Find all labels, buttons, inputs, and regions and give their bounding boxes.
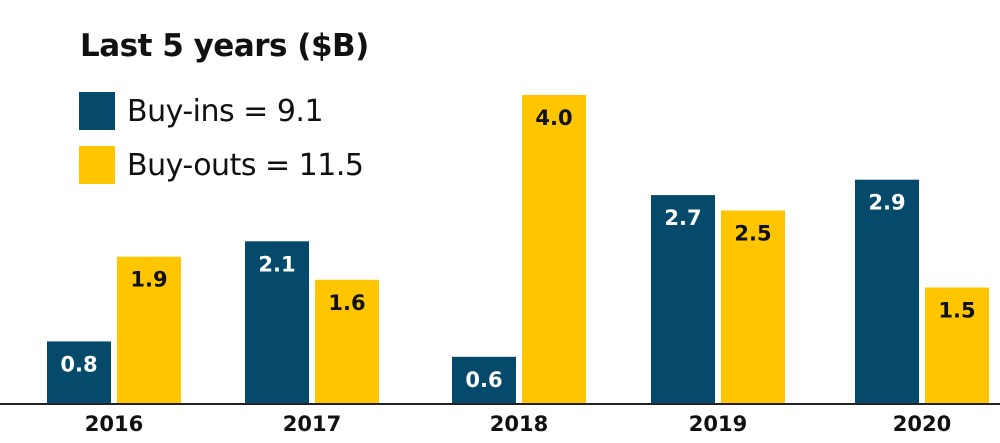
bar-buy-outs-2020: [925, 287, 989, 403]
data-label-buy-outs-2019: 2.5: [734, 222, 771, 246]
bar-buy-outs-2018: [522, 95, 586, 403]
x-tick-label-2020: 2020: [893, 412, 951, 436]
bar-buy-outs-2017: [315, 279, 379, 403]
legend-item-buy-outs: Buy-outs = 11.5: [79, 145, 364, 185]
bars-group: [0, 95, 1000, 405]
data-label-buy-outs-2016: 1.9: [130, 268, 167, 292]
bar-buy-ins-2020: [855, 179, 919, 403]
x-tick-label-2017: 2017: [283, 412, 341, 436]
data-label-buy-ins-2017: 2.1: [258, 252, 295, 276]
legend-swatch-buy-ins: [79, 92, 115, 130]
bar-buy-ins-2019: [651, 195, 715, 403]
data-label-buy-outs-2020: 1.5: [938, 299, 975, 323]
data-label-buy-outs-2018: 4.0: [535, 106, 572, 130]
x-tick-label-2018: 2018: [490, 412, 548, 436]
legend-item-buy-ins: Buy-ins = 9.1: [79, 91, 324, 131]
data-label-buy-ins-2020: 2.9: [868, 191, 905, 215]
bar-buy-ins-2017: [245, 241, 309, 403]
x-tick-labels-group: 2016 2017 2018 2019 2020: [85, 412, 951, 436]
legend-swatch-buy-outs: [79, 146, 115, 184]
data-label-buy-outs-2017: 1.6: [328, 291, 365, 315]
legend-label-buy-outs: Buy-outs = 11.5: [127, 147, 364, 183]
bar-buy-outs-2016: [117, 256, 181, 403]
value-labels-group: 0.8 1.9 2.1 1.6 0.6 4.0 2.7 2.5 2.9 1.5: [60, 106, 975, 392]
data-label-buy-ins-2016: 0.8: [60, 352, 97, 376]
x-tick-label-2016: 2016: [85, 412, 143, 436]
bar-buy-ins-2016: [47, 341, 111, 403]
bar-buy-outs-2019: [721, 210, 785, 403]
chart-title: Last 5 years ($B): [80, 28, 369, 64]
bar-buy-ins-2018: [452, 356, 516, 403]
data-label-buy-ins-2019: 2.7: [664, 206, 701, 230]
x-tick-label-2019: 2019: [689, 412, 747, 436]
data-label-buy-ins-2018: 0.6: [465, 368, 502, 392]
legend-label-buy-ins: Buy-ins = 9.1: [127, 93, 324, 129]
